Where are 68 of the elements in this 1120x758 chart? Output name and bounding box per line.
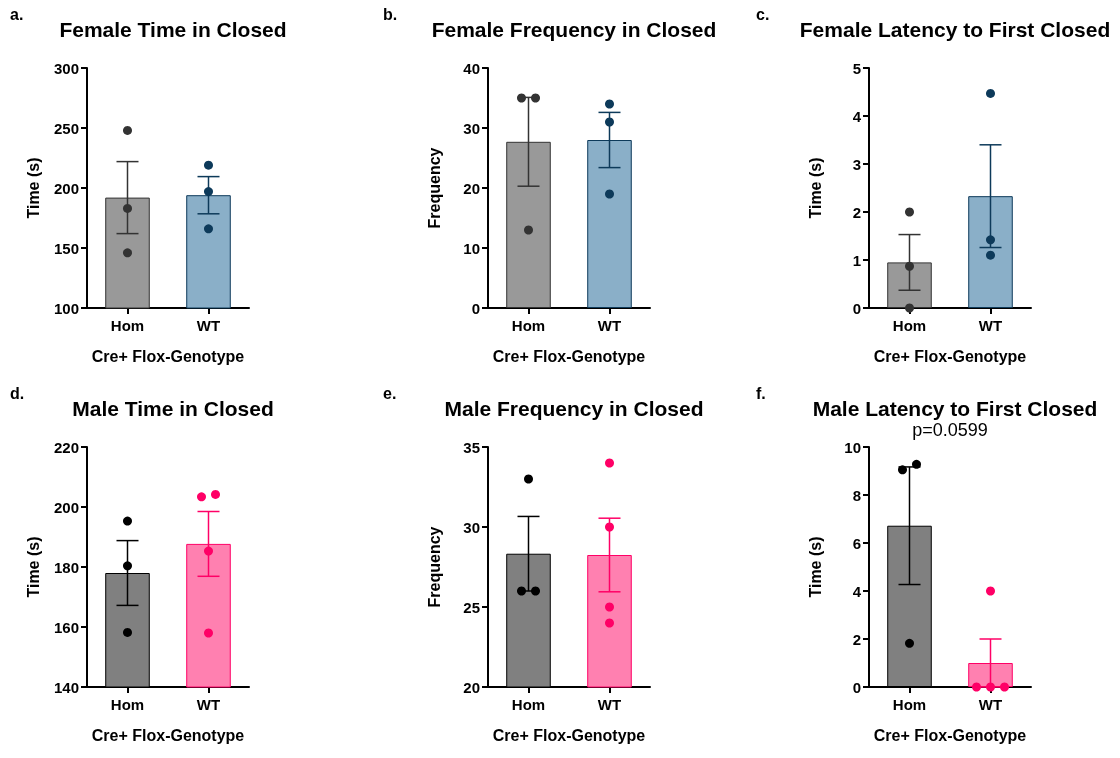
y-tick-label: 2 [852, 203, 861, 221]
text: d. [10, 384, 25, 402]
x-axis-title: Cre+ Flox-Genotype [873, 726, 1027, 744]
x-axis-title: Cre+ Flox-Genotype [91, 726, 245, 744]
y-tick-label: 20 [463, 179, 480, 197]
y-tick-label: 10 [844, 438, 861, 456]
text: f. [756, 384, 766, 402]
y-tick-label: 140 [53, 678, 79, 696]
y-axis-title: Time (s) [806, 157, 824, 219]
x-tick-label: Hom [110, 696, 145, 713]
y-tick-label: 40 [463, 59, 480, 77]
y-tick-label: 30 [463, 119, 480, 137]
chart-title: Male Frequency in Closed [444, 397, 704, 420]
y-axis-title: Frequency [425, 526, 443, 608]
y-tick-label: 8 [852, 486, 861, 504]
x-axis-title: Cre+ Flox-Genotype [492, 726, 646, 744]
y-tick-label: 2 [852, 630, 861, 648]
y-tick-label: 4 [852, 582, 862, 600]
x-tick-label: Hom [511, 696, 546, 713]
y-tick-label: 35 [463, 438, 480, 456]
y-tick-label: 160 [53, 618, 79, 636]
y-tick-label: 300 [53, 59, 79, 77]
y-axis-title: Time (s) [806, 536, 824, 598]
y-tick-label: 30 [463, 518, 480, 536]
chart-title: Female Latency to First Closed [799, 18, 1111, 41]
y-tick-label: 180 [53, 558, 79, 576]
x-tick-label: Hom [892, 317, 927, 334]
text: a. [10, 5, 24, 23]
y-tick-label: 220 [53, 438, 79, 456]
text: p=0.0599 [912, 420, 988, 440]
y-tick-label: 25 [463, 598, 480, 616]
y-tick-label: 150 [53, 239, 79, 257]
y-tick-label: 20 [463, 678, 480, 696]
x-axis-title: Cre+ Flox-Genotype [492, 347, 646, 365]
y-tick-label: 4 [852, 107, 862, 125]
x-tick-label: Hom [892, 696, 927, 713]
x-tick-label: WT [196, 696, 221, 713]
x-tick-label: Hom [110, 317, 145, 334]
y-tick-label: 5 [852, 59, 861, 77]
text: b. [383, 5, 398, 23]
y-tick-label: 3 [852, 155, 861, 173]
y-tick-label: 100 [53, 299, 79, 317]
x-axis-title: Cre+ Flox-Genotype [873, 347, 1027, 365]
y-axis-title: Frequency [425, 147, 443, 229]
chart-title: Male Latency to First Closed [812, 397, 1098, 420]
text: c. [756, 5, 770, 23]
x-tick-label: WT [978, 317, 1003, 334]
x-tick-label: Hom [511, 317, 546, 334]
y-tick-label: 0 [852, 678, 861, 696]
x-tick-label: WT [597, 696, 622, 713]
text: e. [383, 384, 397, 402]
x-tick-label: WT [196, 317, 221, 334]
y-tick-label: 0 [471, 299, 480, 317]
y-tick-label: 0 [852, 299, 861, 317]
chart-title: Male Time in Closed [72, 397, 274, 420]
chart-title: Female Time in Closed [59, 18, 287, 41]
y-tick-label: 200 [53, 179, 79, 197]
y-tick-label: 10 [463, 239, 480, 257]
y-axis-title: Time (s) [24, 536, 42, 598]
y-tick-label: 1 [852, 251, 861, 269]
y-tick-label: 250 [53, 119, 79, 137]
x-axis-title: Cre+ Flox-Genotype [91, 347, 245, 365]
x-tick-label: WT [597, 317, 622, 334]
y-axis-title: Time (s) [24, 157, 42, 219]
y-tick-label: 200 [53, 498, 79, 516]
chart-title: Female Frequency in Closed [431, 18, 717, 41]
y-tick-label: 6 [852, 534, 861, 552]
x-tick-label: WT [978, 696, 1003, 713]
